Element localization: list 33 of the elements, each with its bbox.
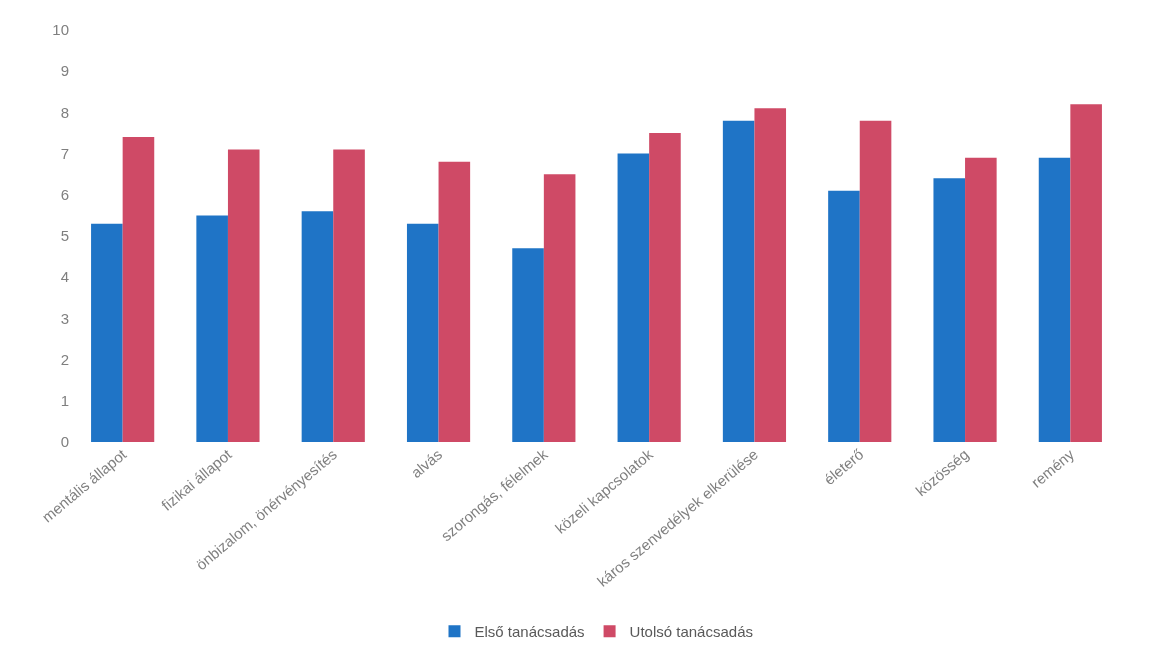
bar [196,215,228,442]
y-tick-label: 5 [60,227,69,245]
legend-label: Utolsó tanácsadás [629,623,753,641]
bar [617,153,650,442]
bar [649,133,681,442]
bar [91,223,123,442]
y-tick-label: 10 [52,21,69,39]
bar [333,149,365,442]
bar [512,248,544,442]
y-tick-label: 8 [60,103,69,121]
y-tick-label: 4 [60,268,69,286]
bar [227,149,260,442]
y-tick-label: 2 [60,350,69,368]
y-tick-label: 1 [60,392,69,410]
y-tick-label: 3 [60,309,69,327]
y-tick-label: 7 [60,144,69,162]
legend-label: Első tanácsadás [474,623,585,641]
bar [754,108,787,442]
bar [722,120,755,442]
bar [543,174,576,442]
y-tick-label: 6 [60,186,69,204]
bar [828,190,860,442]
y-tick-label: 0 [60,433,69,451]
bar [1070,104,1102,442]
bar [933,178,966,442]
bar [1038,157,1071,442]
bar [122,137,155,442]
bar [438,161,471,442]
y-tick-label: 9 [60,62,69,80]
bar [301,211,334,442]
bar [859,120,892,442]
bar [965,157,997,442]
bar [406,223,439,442]
